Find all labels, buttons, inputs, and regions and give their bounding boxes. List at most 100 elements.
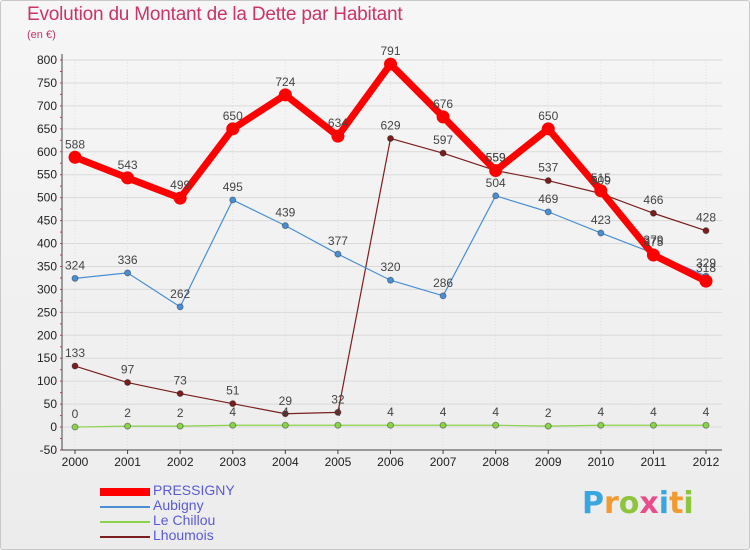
data-point [597,229,605,237]
data-label: 499 [170,178,190,192]
data-point [334,421,342,429]
data-point [702,421,710,429]
data-label: 336 [118,253,138,267]
data-point [281,410,289,418]
grid [62,59,722,451]
x-tick-label: 2007 [430,455,457,469]
logo-letter: r [604,486,619,521]
y-tick-label: 0 [50,420,57,434]
data-point [436,110,450,124]
data-point [229,196,237,204]
legend-swatch [100,521,150,523]
data-point [278,88,292,102]
data-label: 423 [591,213,611,227]
data-label: 634 [328,116,348,130]
data-label: 32 [331,392,345,406]
data-label: 629 [380,118,400,132]
data-point [646,248,660,262]
data-label: 2 [545,406,552,420]
y-tick-label: -50 [40,443,58,457]
y-tick-label: 250 [37,305,57,319]
x-tick-label: 2006 [377,455,404,469]
data-label: 324 [65,258,85,272]
legend-label: Lhoumois [153,527,214,543]
y-tick-label: 450 [37,214,57,228]
data-label: 515 [591,171,611,185]
data-point [176,303,184,311]
data-point [331,129,345,143]
data-label: 588 [65,137,85,151]
data-point [71,274,79,282]
logo-letter: o [618,486,640,521]
data-point [281,421,289,429]
data-point [649,209,657,217]
data-point [121,171,135,185]
chart-unit: (en €) [27,29,56,41]
data-point [492,192,500,200]
data-label: 4 [597,405,604,419]
data-label: 4 [282,405,289,419]
line-chart: -50 0 50 100 150 200 250 300 350 400 450 500 550 600 6… [37,44,722,469]
data-label: 559 [486,151,506,165]
logo-letter: P [582,486,604,521]
y-tick-label: 800 [37,53,57,67]
chart-title: Evolution du Montant de la Dette par Hab… [27,4,403,25]
data-label: 97 [121,363,135,377]
data-label: 495 [223,180,243,194]
data-point [439,149,447,157]
legend-label: Le Chillou [153,512,216,528]
legend-swatch [100,506,150,508]
data-point [544,422,552,430]
data-point [387,134,394,142]
data-label: 4 [335,405,342,419]
data-label: 286 [433,276,453,290]
x-tick-label: 2010 [587,455,614,469]
y-tick-label: 200 [37,328,57,342]
logo-letter: i [683,486,694,521]
y-tick-label: 400 [37,237,57,251]
data-label: 650 [223,109,243,123]
data-point [544,208,552,216]
proxiti-logo: Proxiti [582,486,694,521]
x-tick-label: 2008 [482,455,509,469]
x-tick-label: 2012 [693,455,720,469]
data-point [176,422,184,430]
data-label: 4 [387,405,394,419]
data-label: 650 [538,109,558,123]
data-point [229,421,237,429]
y-tick-label: 150 [37,351,57,365]
data-label: 676 [433,97,453,111]
data-label: 466 [643,193,663,207]
data-label: 4 [229,405,236,419]
data-point [387,276,394,284]
y-tick-label: 750 [37,76,57,90]
x-tick-label: 2004 [272,455,299,469]
y-tick-label: 100 [37,374,57,388]
data-label: 559 [486,151,506,165]
axes: -50 0 50 100 150 200 250 300 350 400 450 500 550 600 6… [37,53,722,469]
data-labels: 133 97 73 51 29 32 629 597 559 537 509 466 428 0 2 2 4 4 4… [65,44,716,421]
data-point [439,421,447,429]
data-label: 29 [279,394,293,408]
data-label: 439 [275,206,295,220]
data-point [229,400,237,408]
data-point [541,122,555,136]
data-point [597,421,605,429]
data-point [384,57,397,71]
x-tick-label: 2003 [219,455,246,469]
data-point [387,421,394,429]
data-label: 73 [173,374,187,388]
data-label: 4 [650,405,657,419]
data-point [699,274,713,288]
data-point [334,250,342,258]
data-label: 4 [703,405,710,419]
data-label: 320 [380,260,400,274]
data-point [71,423,79,431]
data-label: 4 [440,405,447,419]
x-tick-label: 2011 [641,455,667,469]
data-point [173,191,187,205]
legend-label: Aubigny [153,497,204,513]
logo-letter: x [639,486,659,521]
y-tick-label: 650 [37,122,57,136]
